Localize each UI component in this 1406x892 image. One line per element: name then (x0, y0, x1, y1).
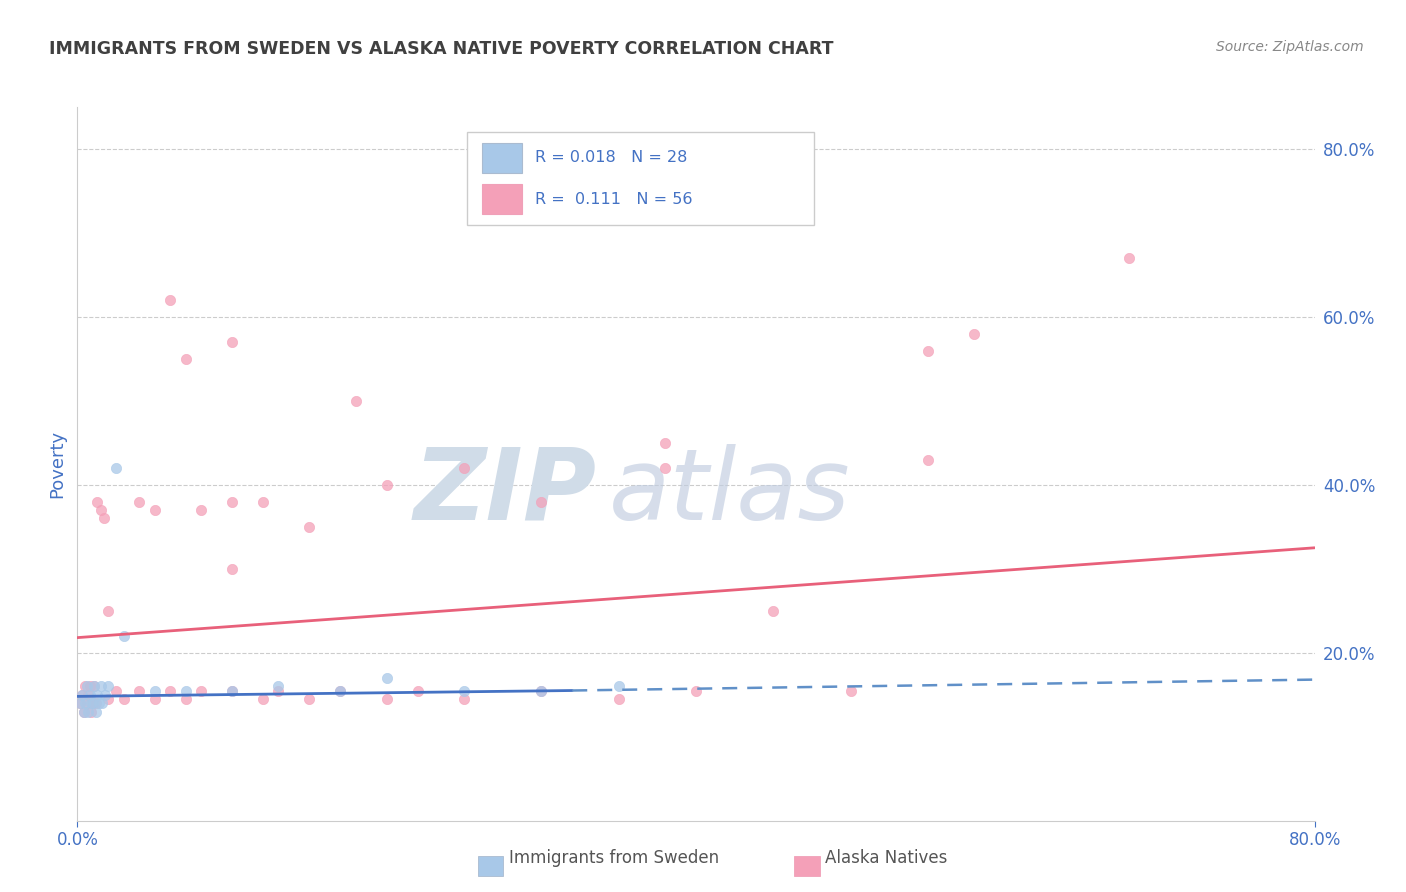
Point (221, 335, 243, 350)
Point (159, 293, 181, 307)
Point (685, 683, 707, 698)
Point (530, 494, 553, 508)
Bar (482, 143, 522, 173)
Text: Source: ZipAtlas.com: Source: ZipAtlas.com (1216, 40, 1364, 54)
Point (82, 696, 104, 710)
Point (75, 696, 96, 710)
Point (252, 494, 274, 508)
Point (79, 688, 101, 702)
Point (76, 696, 98, 710)
Point (839, 683, 862, 698)
Text: R = 0.018   N = 28: R = 0.018 N = 28 (536, 150, 688, 165)
Point (221, 683, 243, 698)
Point (105, 461, 128, 475)
Point (221, 683, 243, 698)
Point (84, 696, 107, 710)
Point (375, 671, 398, 685)
Point (76, 679, 98, 693)
Y-axis label: Poverty: Poverty (48, 430, 66, 498)
Point (90, 679, 112, 693)
Text: Alaska Natives: Alaska Natives (825, 849, 948, 867)
Point (82, 696, 104, 710)
Point (77, 688, 100, 702)
Point (91, 696, 114, 710)
Point (69, 696, 91, 710)
Point (86, 688, 108, 702)
Point (84, 705, 107, 719)
Point (267, 679, 290, 693)
Point (375, 478, 398, 492)
Point (607, 692, 630, 706)
Point (298, 692, 321, 706)
Point (221, 494, 243, 508)
Bar (482, 184, 522, 214)
Point (530, 683, 553, 698)
FancyBboxPatch shape (467, 132, 814, 225)
Point (80, 696, 103, 710)
Text: atlas: atlas (609, 444, 851, 541)
Point (917, 343, 939, 358)
Point (83, 679, 105, 693)
Point (97, 692, 120, 706)
Point (97, 604, 120, 618)
Point (1118, 251, 1140, 265)
Text: ZIP: ZIP (413, 444, 598, 541)
Point (762, 604, 785, 618)
Point (453, 683, 475, 698)
Point (112, 692, 135, 706)
Point (128, 494, 150, 508)
Point (97, 679, 120, 693)
Point (86, 494, 108, 508)
Point (105, 683, 128, 698)
Point (654, 435, 676, 450)
Point (221, 562, 243, 576)
Point (530, 683, 553, 698)
Point (80, 705, 103, 719)
Point (917, 452, 939, 467)
Point (329, 683, 352, 698)
Text: Immigrants from Sweden: Immigrants from Sweden (509, 849, 718, 867)
Point (94, 688, 117, 702)
Text: R =  0.111   N = 56: R = 0.111 N = 56 (536, 192, 693, 207)
Point (190, 683, 212, 698)
Point (75, 679, 96, 693)
Point (79, 679, 101, 693)
Point (329, 683, 352, 698)
Point (83, 679, 105, 693)
Point (654, 461, 676, 475)
Point (406, 683, 429, 698)
Point (143, 683, 166, 698)
Point (77, 705, 100, 719)
Point (298, 520, 321, 534)
Point (128, 683, 150, 698)
Point (93, 511, 115, 525)
Point (453, 692, 475, 706)
Point (190, 503, 212, 517)
Point (112, 629, 135, 643)
Point (72, 705, 94, 719)
Point (69, 696, 91, 710)
Point (375, 692, 398, 706)
Text: IMMIGRANTS FROM SWEDEN VS ALASKA NATIVE POVERTY CORRELATION CHART: IMMIGRANTS FROM SWEDEN VS ALASKA NATIVE … (49, 40, 834, 58)
Point (90, 503, 112, 517)
Point (267, 683, 290, 698)
Point (453, 461, 475, 475)
Point (174, 351, 197, 366)
Point (159, 683, 181, 698)
Point (252, 692, 274, 706)
Point (174, 692, 197, 706)
Point (344, 393, 367, 408)
Point (143, 503, 166, 517)
Point (70, 688, 93, 702)
Point (607, 679, 630, 693)
Point (143, 692, 166, 706)
Point (963, 326, 986, 341)
Point (72, 705, 94, 719)
Point (70, 688, 93, 702)
Point (87, 696, 110, 710)
Point (174, 683, 197, 698)
